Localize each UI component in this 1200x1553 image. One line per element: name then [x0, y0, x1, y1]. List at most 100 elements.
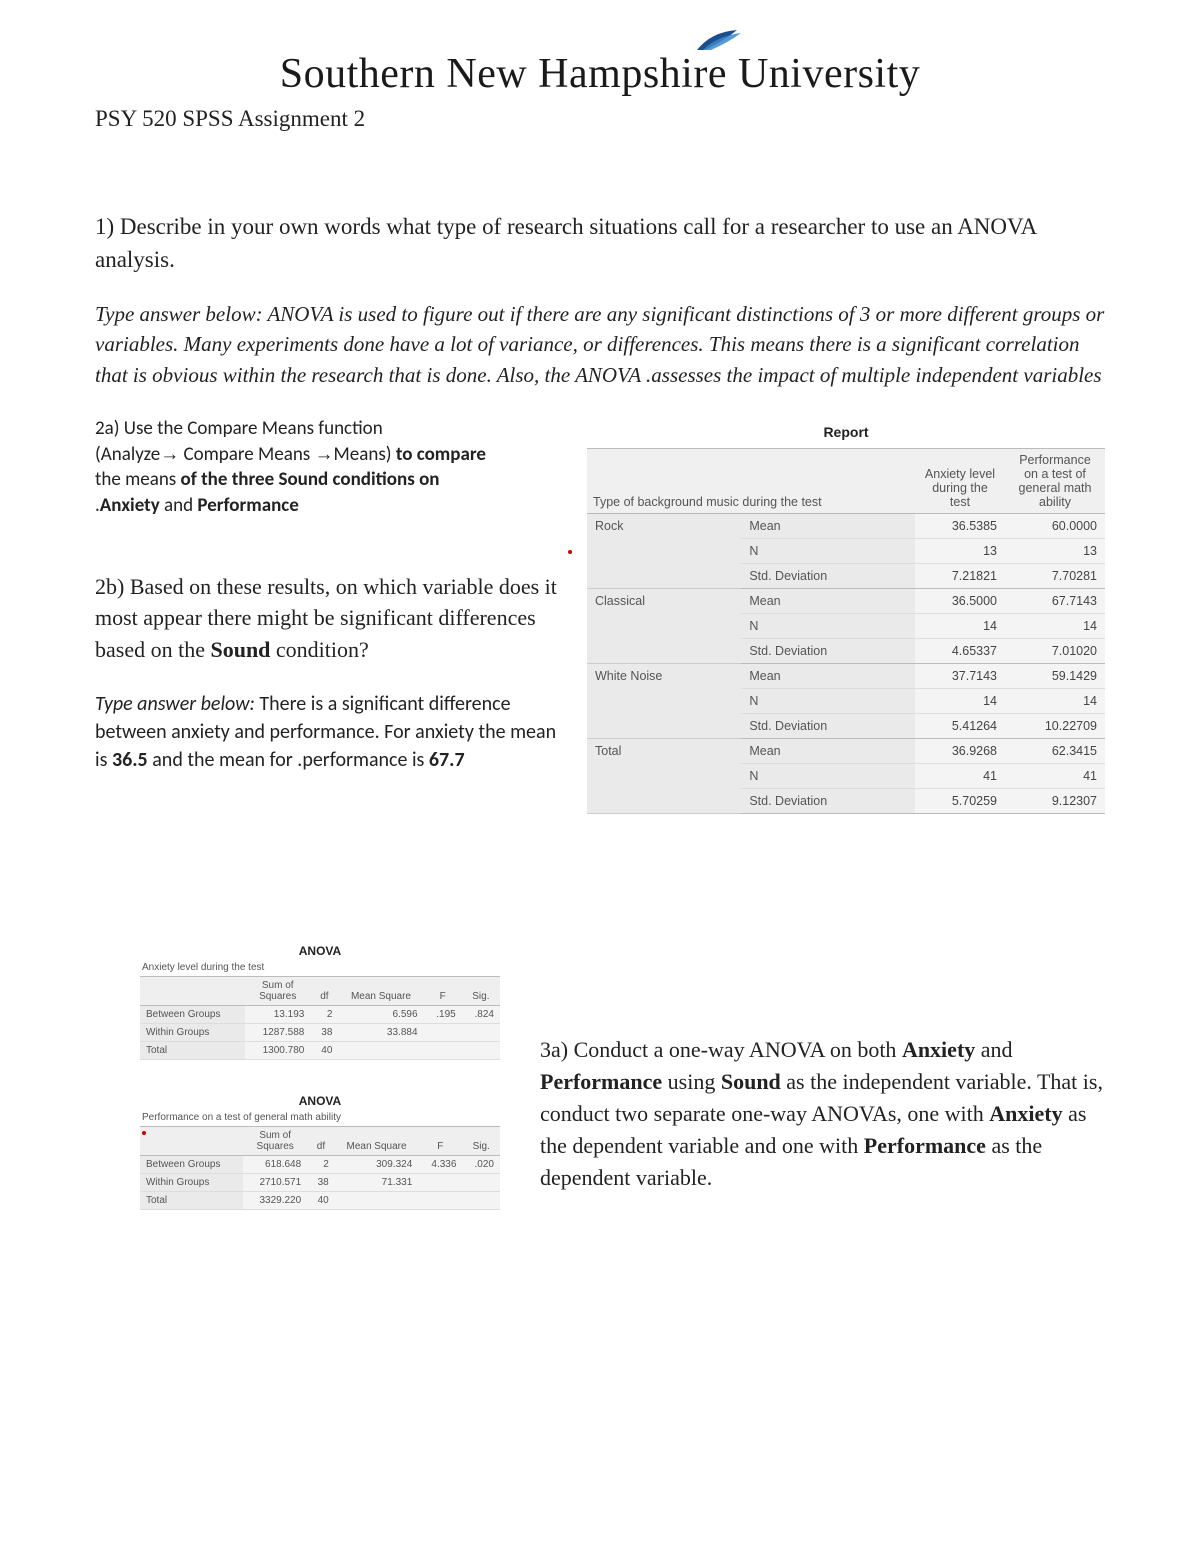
report-cell: 13	[1005, 539, 1105, 564]
report-cell: 4.65337	[915, 639, 1005, 664]
report-cell: 13	[915, 539, 1005, 564]
report-cell: 14	[1005, 689, 1105, 714]
anova-cell: 1300.780	[245, 1042, 310, 1060]
report-cell: 9.12307	[1005, 789, 1105, 814]
anova-col: Sig.	[462, 977, 500, 1006]
anova-row-label: Total	[140, 1042, 245, 1060]
report-cell: 36.5385	[915, 514, 1005, 539]
anova1-title: ANOVA	[140, 944, 500, 958]
report-cell: 41	[1005, 764, 1105, 789]
anova-cell: 38	[310, 1024, 338, 1042]
anova-cell: 6.596	[338, 1006, 423, 1024]
report-cell: 14	[915, 689, 1005, 714]
q2a-line: 2a) Use the Compare Means function	[95, 417, 383, 440]
anova-cell: 618.648	[243, 1156, 307, 1174]
anova2-table: Sum ofSquaresdfMean SquareFSig. Between …	[140, 1126, 500, 1210]
report-stat-label: N	[741, 614, 915, 639]
anova-cell: .195	[424, 1006, 462, 1024]
report-col-performance: Performance on a test of general math ab…	[1005, 449, 1105, 514]
question-2b: 2b) Based on these results, on which var…	[95, 571, 565, 667]
anova1-table: Sum ofSquaresdfMean SquareFSig. Between …	[140, 976, 500, 1060]
report-stat-label: N	[741, 539, 915, 564]
anova-cell: 4.336	[418, 1156, 462, 1174]
answer-2b: Type answer below: There is a significan…	[95, 690, 565, 774]
report-group-label: Rock	[587, 514, 741, 589]
report-cell: 60.0000	[1005, 514, 1105, 539]
anova-col: df	[310, 977, 338, 1006]
report-cell: 36.9268	[915, 739, 1005, 764]
report-stat-label: Mean	[741, 739, 915, 764]
report-cell: 67.7143	[1005, 589, 1105, 614]
report-cell: 10.22709	[1005, 714, 1105, 739]
report-cell: 37.7143	[915, 664, 1005, 689]
university-logo: Southern New Hampshire University	[95, 50, 1105, 98]
anova-row-label: Within Groups	[140, 1024, 245, 1042]
anova-col: F	[418, 1127, 462, 1156]
report-table: Type of background music during the test…	[587, 448, 1105, 814]
anova-cell: 71.331	[335, 1174, 419, 1192]
anova-row-label: Total	[140, 1192, 243, 1210]
anova-cell	[462, 1192, 500, 1210]
anova-col: F	[424, 977, 462, 1006]
report-stat-label: Std. Deviation	[741, 789, 915, 814]
anova-cell: 309.324	[335, 1156, 419, 1174]
anova-cell	[424, 1042, 462, 1060]
report-corner: Type of background music during the test	[587, 449, 915, 514]
anova-cell: .824	[462, 1006, 500, 1024]
anova1-sub: Anxiety level during the test	[142, 962, 500, 973]
anova-cell	[462, 1042, 500, 1060]
question-3a: 3a) Conduct a one-way ANOVA on both Anxi…	[540, 1034, 1105, 1193]
anova-cell	[418, 1174, 462, 1192]
anova-cell: 33.884	[338, 1024, 423, 1042]
report-cell: 5.41264	[915, 714, 1005, 739]
anova-cell	[462, 1024, 500, 1042]
anova-col	[140, 977, 245, 1006]
anova-cell	[462, 1174, 500, 1192]
report-title: Report	[587, 424, 1105, 440]
anova-cell	[335, 1192, 419, 1210]
report-cell: 59.1429	[1005, 664, 1105, 689]
anova-cell: 2	[310, 1006, 338, 1024]
report-cell: 36.5000	[915, 589, 1005, 614]
report-cell: 14	[915, 614, 1005, 639]
report-stat-label: Std. Deviation	[741, 639, 915, 664]
anova-cell: 2	[307, 1156, 335, 1174]
anova-cell: .020	[462, 1156, 500, 1174]
anova-cell: 3329.220	[243, 1192, 307, 1210]
anova2-title: ANOVA	[140, 1094, 500, 1108]
report-cell: 7.01020	[1005, 639, 1105, 664]
report-cell: 5.70259	[915, 789, 1005, 814]
anova-cell	[338, 1042, 423, 1060]
anova-cell	[418, 1192, 462, 1210]
logo-text: Southern New Hampshire University	[280, 50, 921, 98]
report-stat-label: Std. Deviation	[741, 564, 915, 589]
anova-col: Sum ofSquares	[245, 977, 310, 1006]
anova-row-label: Between Groups	[140, 1006, 245, 1024]
report-cell: 14	[1005, 614, 1105, 639]
report-group-label: Classical	[587, 589, 741, 664]
anova-col: df	[307, 1127, 335, 1156]
anova-col: Sig.	[462, 1127, 500, 1156]
report-cell: 62.3415	[1005, 739, 1105, 764]
anova2-sub: Performance on a test of general math ab…	[142, 1112, 500, 1123]
report-cell: 7.70281	[1005, 564, 1105, 589]
report-table-wrap: Report Type of background music during t…	[587, 424, 1105, 814]
report-col-anxiety: Anxiety level during the test	[915, 449, 1005, 514]
question-2a: 2a) Use the Compare Means function (Anal…	[95, 416, 565, 519]
report-stat-label: Mean	[741, 664, 915, 689]
course-title: PSY 520 SPSS Assignment 2	[95, 106, 1105, 132]
anova-row-label: Within Groups	[140, 1174, 243, 1192]
annotation-dot-icon	[568, 550, 572, 554]
anova-col: Sum ofSquares	[243, 1127, 307, 1156]
anova-row-label: Between Groups	[140, 1156, 243, 1174]
anova-col: Mean Square	[335, 1127, 419, 1156]
report-cell: 7.21821	[915, 564, 1005, 589]
anova-col	[140, 1127, 243, 1156]
report-stat-label: Std. Deviation	[741, 714, 915, 739]
anova-cell	[424, 1024, 462, 1042]
report-group-label: White Noise	[587, 664, 741, 739]
anova-cell: 40	[307, 1192, 335, 1210]
report-stat-label: N	[741, 689, 915, 714]
anova-cell: 38	[307, 1174, 335, 1192]
anova-cell: 40	[310, 1042, 338, 1060]
